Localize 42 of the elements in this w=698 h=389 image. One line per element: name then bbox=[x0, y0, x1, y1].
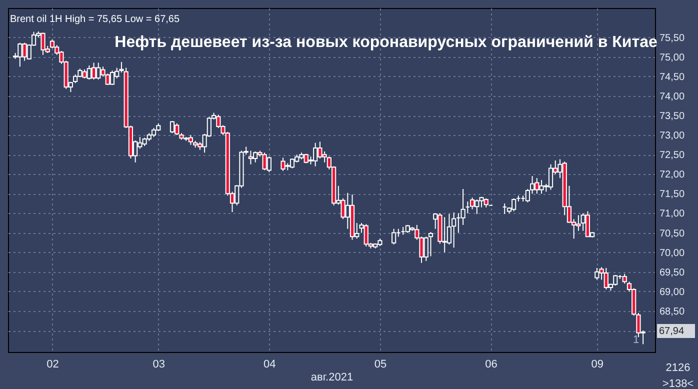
candlestick bbox=[428, 231, 434, 257]
candlestick bbox=[460, 188, 466, 226]
candlestick bbox=[188, 134, 194, 146]
candlestick bbox=[290, 158, 295, 169]
y-tick-label: 70,00 bbox=[660, 248, 685, 259]
y-tick-label: 69,50 bbox=[660, 267, 685, 278]
candlestick bbox=[266, 156, 272, 173]
candlestick bbox=[91, 62, 96, 80]
candlestick bbox=[446, 214, 452, 245]
y-tick-label: 68,50 bbox=[660, 306, 685, 318]
x-tick-label: 03 bbox=[152, 358, 166, 370]
annotation: Brent oil 1H High = 75,65 Low = 67,65 bbox=[10, 14, 180, 25]
y-tick-label: 75,00 bbox=[660, 52, 685, 64]
candlestick bbox=[392, 228, 396, 245]
candlestick bbox=[110, 70, 115, 86]
y-tick-label: 74,00 bbox=[660, 91, 685, 102]
y-tick-label: 72,00 bbox=[660, 170, 685, 181]
candlestick bbox=[452, 212, 456, 248]
candlestick bbox=[248, 150, 254, 165]
text: 2126 bbox=[666, 362, 690, 374]
x-tick-label: 05 bbox=[374, 358, 387, 370]
x-tick-label: 06 bbox=[485, 358, 498, 370]
y-tick-label: 75,50 bbox=[660, 32, 685, 44]
x-tick-label: 09 bbox=[591, 358, 604, 370]
x-tick-label: 04 bbox=[264, 358, 276, 370]
text: 67,94 bbox=[659, 326, 684, 337]
y-tick-label: 69,00 bbox=[660, 286, 685, 298]
text: Нефть дешевеет из-за новых коронавирусных ограничений в Китае bbox=[114, 34, 658, 51]
x-tick-label: 02 bbox=[46, 358, 59, 370]
y-tick-label: 73,50 bbox=[660, 111, 685, 122]
candlestick bbox=[470, 197, 475, 210]
annotation: 1 bbox=[632, 334, 640, 346]
y-tick-label: 73,00 bbox=[660, 130, 685, 142]
text: >138< bbox=[662, 378, 694, 389]
candlestick bbox=[548, 164, 554, 190]
y-tick-label: 70,50 bbox=[660, 228, 685, 240]
candlestick bbox=[170, 120, 175, 134]
y-tick-label: 74,50 bbox=[660, 72, 685, 83]
y-tick-label: 71,50 bbox=[660, 189, 685, 200]
y-tick-label: 71,00 bbox=[660, 208, 685, 220]
x-axis-title: авг.2021 bbox=[310, 372, 354, 384]
y-tick-label: 72,50 bbox=[660, 150, 685, 162]
